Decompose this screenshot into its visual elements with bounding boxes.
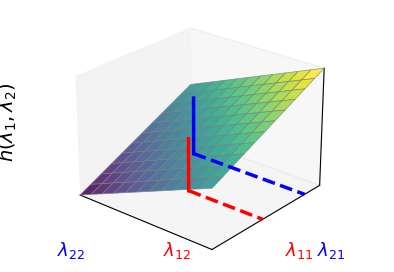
Text: $\lambda_{21}$: $\lambda_{21}$ (317, 240, 345, 261)
Text: $\lambda_{22}$: $\lambda_{22}$ (57, 240, 85, 261)
Text: $\lambda_{12}$: $\lambda_{12}$ (163, 240, 191, 261)
Text: $\lambda_{11}$: $\lambda_{11}$ (285, 240, 314, 261)
Text: $h(\lambda_1, \lambda_2)$: $h(\lambda_1, \lambda_2)$ (0, 83, 19, 162)
